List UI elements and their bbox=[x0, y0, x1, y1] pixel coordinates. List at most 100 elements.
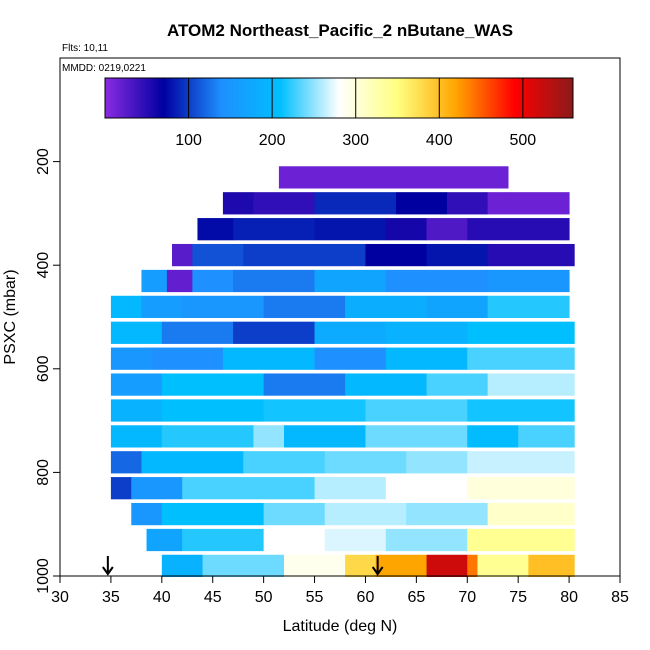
heatmap-cell bbox=[487, 192, 509, 215]
heatmap-cell bbox=[487, 295, 570, 319]
heatmap-cell bbox=[110, 451, 142, 474]
y-tick-label: 1000 bbox=[35, 558, 52, 594]
y-tick-label: 800 bbox=[35, 459, 52, 486]
heatmap-cell bbox=[110, 347, 153, 370]
heatmap-cell bbox=[467, 399, 575, 422]
heatmap-cell bbox=[406, 502, 489, 526]
heatmap-cell bbox=[110, 399, 163, 422]
heatmap-cell bbox=[385, 218, 428, 241]
y-axis-label: PSXC (mbar) bbox=[2, 269, 19, 364]
heatmap-cell bbox=[161, 373, 265, 396]
x-tick-label: 85 bbox=[611, 589, 629, 606]
heatmap-cell bbox=[385, 477, 468, 500]
x-tick-label: 30 bbox=[51, 589, 69, 606]
x-tick-label: 80 bbox=[560, 589, 578, 606]
x-tick-label: 35 bbox=[102, 589, 120, 606]
heatmap-cell bbox=[172, 243, 193, 267]
colorbar-tick-label: 300 bbox=[342, 132, 369, 149]
heatmap-cell bbox=[518, 425, 575, 448]
heatmap-cell bbox=[243, 243, 366, 267]
heatmap-cell bbox=[253, 192, 316, 215]
heatmap-cell bbox=[426, 218, 468, 241]
heatmap-cell bbox=[222, 192, 254, 215]
colorbar-tick-label: 500 bbox=[510, 132, 537, 149]
heatmap-cell bbox=[446, 192, 489, 215]
x-tick-label: 55 bbox=[306, 589, 324, 606]
x-tick-label: 50 bbox=[255, 589, 273, 606]
heatmap-cell bbox=[314, 347, 387, 370]
x-axis-label: Latitude (deg N) bbox=[283, 618, 398, 635]
colorbar-tick-label: 100 bbox=[175, 132, 202, 149]
heatmap-cell bbox=[426, 554, 468, 578]
heatmap-cell bbox=[243, 451, 326, 474]
heatmap-cell bbox=[467, 321, 575, 344]
heatmap-cell bbox=[324, 528, 387, 552]
heatmap-cell bbox=[161, 399, 265, 422]
colorbar-gradient bbox=[104, 77, 574, 119]
heatmap-cell bbox=[192, 243, 244, 267]
heatmap-cell bbox=[365, 399, 468, 422]
heatmap-cell bbox=[487, 373, 575, 396]
heatmap-cell bbox=[233, 321, 316, 344]
heatmap-cell bbox=[467, 528, 575, 552]
heatmap-cell bbox=[487, 243, 575, 267]
heatmap-cell bbox=[467, 477, 575, 500]
heatmap-cell bbox=[487, 269, 570, 293]
colorbar-tick-label: 200 bbox=[259, 132, 286, 149]
x-tick-label: 75 bbox=[509, 589, 527, 606]
heatmap-cell bbox=[426, 373, 489, 396]
latitude-markers bbox=[102, 556, 384, 576]
x-tick-label: 65 bbox=[407, 589, 425, 606]
heatmap-cell bbox=[131, 477, 183, 500]
heatmap-cell bbox=[365, 243, 428, 267]
chart-title: ATOM2 Northeast_Pacific_2 nButane_WAS bbox=[167, 21, 513, 40]
heatmap-cell bbox=[406, 451, 468, 474]
colorbar: 100 200 300 400 500 bbox=[104, 77, 574, 149]
heatmap-cells bbox=[110, 166, 575, 578]
heatmap-cell bbox=[166, 269, 193, 293]
latitude-marker-arrow bbox=[371, 556, 384, 576]
x-tick-label: 40 bbox=[153, 589, 171, 606]
heatmap-cell bbox=[314, 269, 387, 293]
heatmap-cell bbox=[385, 347, 468, 370]
heatmap-cell bbox=[528, 554, 575, 578]
heatmap-cell bbox=[365, 425, 468, 448]
heatmap-cell bbox=[385, 528, 468, 552]
heatmap-cell bbox=[263, 399, 366, 422]
heatmap-cell bbox=[426, 243, 489, 267]
heatmap-cell bbox=[263, 528, 326, 552]
heatmap-cell bbox=[182, 477, 316, 500]
heatmap-cell bbox=[202, 554, 285, 578]
heatmap-cell bbox=[467, 451, 575, 474]
colorbar-ticks: 100 200 300 400 500 bbox=[175, 78, 536, 149]
heatmap-cell bbox=[110, 477, 132, 500]
heatmap-cell bbox=[314, 477, 387, 500]
y-tick-label: 600 bbox=[35, 355, 52, 382]
heatmap-cell bbox=[141, 451, 244, 474]
heatmap-cell bbox=[385, 321, 468, 344]
heatmap-cell bbox=[263, 295, 346, 319]
heatmap-cell bbox=[278, 166, 509, 189]
heatmap-cell bbox=[161, 321, 234, 344]
heatmap-cell bbox=[233, 269, 316, 293]
heatmap-cell bbox=[426, 295, 489, 319]
heatmap-cell bbox=[345, 295, 428, 319]
heatmap-cell bbox=[161, 425, 254, 448]
y-tick-label: 400 bbox=[35, 252, 52, 279]
heatmap-cell bbox=[467, 425, 519, 448]
heatmap-cell bbox=[396, 192, 448, 215]
heatmap-cell bbox=[467, 218, 570, 241]
heatmap-cell bbox=[233, 218, 316, 241]
heatmap-cell bbox=[467, 554, 478, 578]
heatmap-cell bbox=[141, 269, 168, 293]
heatmap-cell bbox=[146, 528, 183, 552]
heatmap-cell bbox=[192, 269, 234, 293]
y-tick-label: 200 bbox=[35, 148, 52, 175]
heatmap-cell bbox=[385, 269, 489, 293]
heatmap-cell bbox=[375, 554, 428, 578]
heatmap-cell bbox=[263, 373, 346, 396]
heatmap-cell bbox=[253, 425, 285, 448]
heatmap-cell bbox=[161, 502, 265, 526]
heatmap-cell bbox=[131, 502, 163, 526]
